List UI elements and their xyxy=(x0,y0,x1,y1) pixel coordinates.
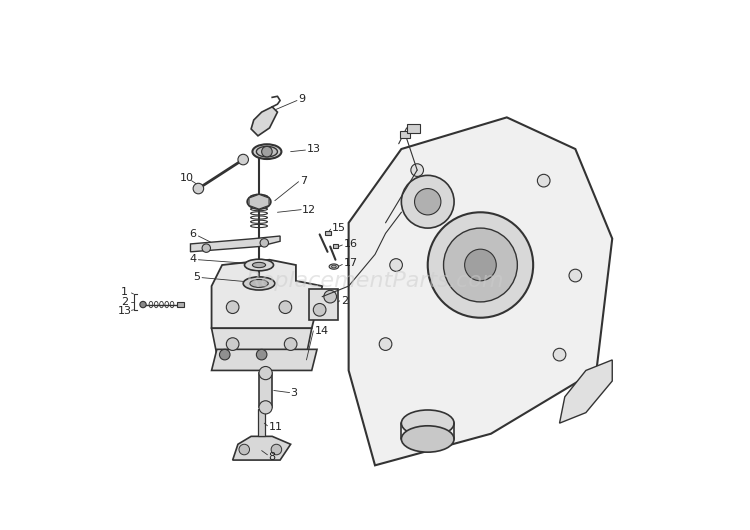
Circle shape xyxy=(415,189,441,215)
Circle shape xyxy=(279,301,292,314)
Bar xyxy=(259,373,272,408)
Circle shape xyxy=(401,175,454,228)
Bar xyxy=(333,244,338,248)
Circle shape xyxy=(220,349,230,360)
Text: 12: 12 xyxy=(302,205,316,215)
Circle shape xyxy=(427,213,533,317)
Text: 13: 13 xyxy=(307,144,320,154)
Polygon shape xyxy=(211,349,317,370)
Circle shape xyxy=(239,444,250,455)
Ellipse shape xyxy=(401,426,454,452)
Text: 17: 17 xyxy=(344,259,358,268)
Circle shape xyxy=(284,338,297,350)
Bar xyxy=(177,302,184,307)
Ellipse shape xyxy=(248,195,271,209)
Text: 1: 1 xyxy=(121,287,128,297)
Ellipse shape xyxy=(253,262,266,268)
Circle shape xyxy=(259,401,272,414)
Polygon shape xyxy=(211,328,312,355)
Polygon shape xyxy=(211,260,322,328)
Polygon shape xyxy=(349,117,612,465)
Text: 6: 6 xyxy=(190,229,196,240)
Text: 14: 14 xyxy=(314,326,328,336)
Polygon shape xyxy=(232,436,291,460)
Circle shape xyxy=(314,304,326,316)
Circle shape xyxy=(193,183,204,194)
Text: 10: 10 xyxy=(180,173,194,183)
Circle shape xyxy=(272,444,282,455)
Ellipse shape xyxy=(250,279,268,287)
Polygon shape xyxy=(249,195,269,209)
Ellipse shape xyxy=(253,144,281,159)
Bar xyxy=(400,130,410,138)
Circle shape xyxy=(538,174,550,187)
Text: 11: 11 xyxy=(268,422,283,432)
Circle shape xyxy=(260,238,268,247)
Polygon shape xyxy=(560,360,612,423)
Circle shape xyxy=(465,249,496,281)
Text: 3: 3 xyxy=(291,387,298,398)
Circle shape xyxy=(411,164,424,176)
Bar xyxy=(309,289,338,320)
Circle shape xyxy=(226,338,239,350)
Ellipse shape xyxy=(244,259,274,271)
Circle shape xyxy=(259,366,272,379)
Text: 9: 9 xyxy=(298,94,306,104)
Circle shape xyxy=(380,338,392,350)
Polygon shape xyxy=(251,107,278,136)
Circle shape xyxy=(262,146,272,157)
Text: 7: 7 xyxy=(300,175,307,186)
Ellipse shape xyxy=(329,264,338,269)
Bar xyxy=(325,231,332,235)
Ellipse shape xyxy=(243,277,274,290)
Text: 16: 16 xyxy=(344,239,357,249)
Text: 4: 4 xyxy=(190,254,196,263)
Text: 15: 15 xyxy=(332,223,346,233)
Ellipse shape xyxy=(256,146,278,157)
Ellipse shape xyxy=(401,410,454,436)
Bar xyxy=(406,123,420,133)
Circle shape xyxy=(238,154,248,165)
Text: 2: 2 xyxy=(340,296,348,306)
Polygon shape xyxy=(190,236,280,252)
Circle shape xyxy=(140,302,146,308)
Text: ReplacementParts.com: ReplacementParts.com xyxy=(246,271,504,291)
Circle shape xyxy=(569,269,582,282)
Text: 2: 2 xyxy=(121,297,128,307)
Circle shape xyxy=(390,259,403,271)
Circle shape xyxy=(256,349,267,360)
Circle shape xyxy=(324,290,337,303)
Text: 8: 8 xyxy=(268,453,276,463)
Circle shape xyxy=(443,228,518,302)
Circle shape xyxy=(202,244,211,252)
Text: 13: 13 xyxy=(118,306,131,316)
Text: 5: 5 xyxy=(193,271,200,281)
Circle shape xyxy=(226,301,239,314)
Ellipse shape xyxy=(332,265,336,268)
Circle shape xyxy=(554,348,566,361)
Bar xyxy=(258,409,265,436)
